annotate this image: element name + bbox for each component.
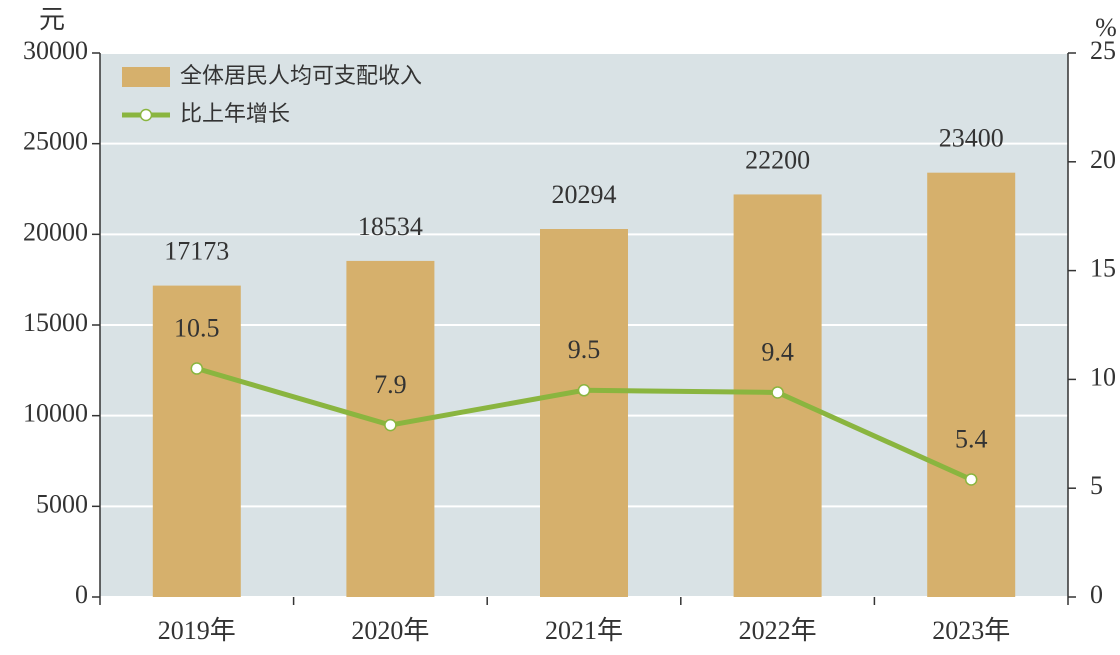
bar-value-label: 22200 <box>745 145 810 174</box>
y2-axis-unit: % <box>1095 13 1117 42</box>
x-tick-label: 2020年 <box>351 616 429 645</box>
legend-marker <box>139 108 153 122</box>
bar-value-label: 17173 <box>164 237 229 266</box>
line-marker <box>577 384 591 397</box>
y-tick-label: 25000 <box>23 127 88 156</box>
line-marker <box>384 418 397 432</box>
legend-label: 比上年增长 <box>180 102 290 127</box>
y-tick-label: 10000 <box>23 399 88 428</box>
line-marker <box>964 473 978 486</box>
y2-tick-label: 0 <box>1090 580 1103 609</box>
y2-tick-label: 25 <box>1090 36 1116 65</box>
line-marker <box>771 386 784 399</box>
y2-tick-label: 5 <box>1090 471 1103 500</box>
bar-value-label: 18534 <box>358 212 423 241</box>
line-value-label: 7.9 <box>374 370 407 399</box>
x-tick-label: 2021年 <box>545 616 623 645</box>
y2-tick-label: 20 <box>1090 145 1116 174</box>
y-axis-unit: 元 <box>39 5 65 34</box>
y-tick-label: 30000 <box>23 36 88 65</box>
x-tick-label: 2023年 <box>932 616 1010 645</box>
legend-swatch <box>122 67 170 87</box>
x-tick-label: 2019年 <box>158 616 236 645</box>
bar <box>152 285 241 597</box>
x-tick-label: 2022年 <box>739 616 817 645</box>
bar-value-label: 23400 <box>939 124 1004 153</box>
y2-tick-label: 15 <box>1090 254 1116 283</box>
legend-label: 全体居民人均可支配收入 <box>180 64 422 89</box>
line-value-label: 9.4 <box>761 337 794 366</box>
y-tick-label: 15000 <box>23 308 88 337</box>
y-tick-label: 0 <box>75 580 88 609</box>
bar-value-label: 20294 <box>552 180 617 209</box>
bar <box>540 229 628 597</box>
line-value-label: 9.5 <box>568 335 601 364</box>
y-tick-label: 20000 <box>23 217 88 246</box>
y2-tick-label: 10 <box>1090 362 1116 391</box>
bar <box>927 172 1016 597</box>
line-marker <box>190 362 204 375</box>
y-tick-label: 5000 <box>36 489 88 518</box>
line-value-label: 5.4 <box>955 424 988 453</box>
line-value-label: 10.5 <box>174 313 220 342</box>
